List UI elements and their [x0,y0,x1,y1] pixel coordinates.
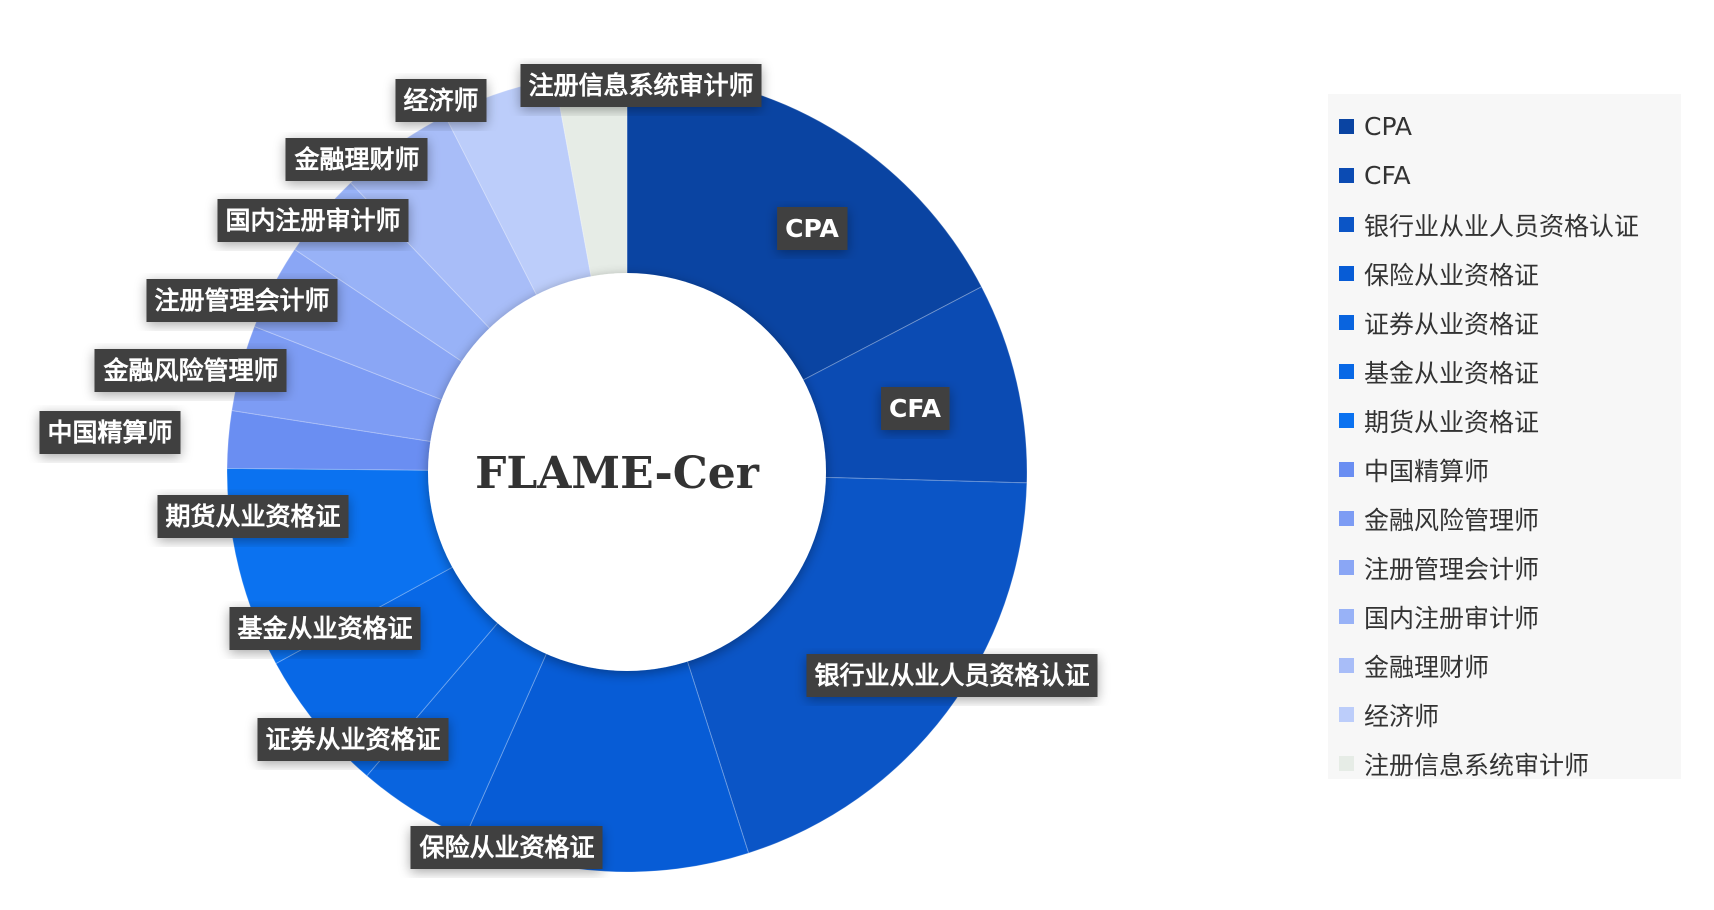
legend-item[interactable]: 中国精算师 [1328,445,1681,494]
legend-label: CFA [1364,161,1411,190]
slice-label-box [806,654,1098,697]
legend-item[interactable]: 保险从业资格证 [1328,249,1681,298]
legend-swatch [1339,756,1354,771]
slice-label-text: 注册信息系统审计师 [528,71,753,100]
legend-item[interactable]: 经济师 [1328,690,1681,739]
slice-label: 注册管理会计师 [146,279,338,322]
slice-label-box [39,411,181,454]
slice-label: 经济师 [395,79,487,122]
center-label: FLAME-Cer [475,448,760,499]
slice-label-text: 注册管理会计师 [154,286,329,315]
slice-label: 注册信息系统审计师 [520,64,762,107]
slice-label-text: 国内注册审计师 [225,206,400,235]
slice-label: 保险从业资格证 [410,826,603,869]
legend-label: CPA [1364,112,1413,141]
slice-label: 证券从业资格证 [257,718,449,761]
legend-swatch [1339,315,1354,330]
slice-label-box [94,349,287,392]
legend-swatch [1339,119,1354,134]
legend-item[interactable]: 注册信息系统审计师 [1328,739,1681,788]
slice-label-box [285,138,428,181]
legend-swatch [1339,217,1354,232]
legend-item[interactable]: 注册管理会计师 [1328,543,1681,592]
slice-label-text: 银行业从业人员资格认证 [814,661,1089,690]
legend-item[interactable]: 国内注册审计师 [1328,592,1681,641]
legend-item[interactable]: 证券从业资格证 [1328,298,1681,347]
slice-label: 金融理财师 [285,138,428,181]
slice-label-box [257,718,449,761]
legend-swatch [1339,266,1354,281]
slice-label-box [410,826,603,869]
legend-swatch [1339,462,1354,477]
legend-swatch [1339,609,1354,624]
legend-item[interactable]: CPA [1328,102,1681,151]
slice-label-text: 中国精算师 [47,418,172,447]
slice-label-box [157,495,349,538]
legend-item[interactable]: 金融风险管理师 [1328,494,1681,543]
slice-label-text: 金融风险管理师 [102,356,278,385]
legend-label: 证券从业资格证 [1364,309,1540,339]
slice-label: CPA [777,207,848,250]
legend-label: 国内注册审计师 [1364,603,1540,633]
legend-label: 银行业从业人员资格认证 [1364,211,1640,241]
slice-label-box [146,279,338,322]
slice-label: 基金从业资格证 [229,607,421,650]
legend-item[interactable]: 基金从业资格证 [1328,347,1681,396]
legend-swatch [1339,168,1354,183]
slice-label: 中国精算师 [39,411,181,454]
slice-label: 金融风险管理师 [94,349,287,392]
legend-item[interactable]: 银行业从业人员资格认证 [1328,200,1681,249]
slice-label: CFA [881,387,950,430]
legend-item[interactable]: 金融理财师 [1328,641,1681,690]
slice-label: 银行业从业人员资格认证 [806,654,1098,697]
slice-label-box [777,207,848,250]
slice-label-text: 保险从业资格证 [418,833,594,862]
legend-label: 金融风险管理师 [1364,505,1540,535]
legend-label: 中国精算师 [1364,456,1490,486]
slice-label-box [229,607,421,650]
legend-label: 期货从业资格证 [1364,407,1540,437]
legend-label: 注册信息系统审计师 [1364,750,1590,780]
slice-label-box [217,199,409,242]
legend: CPA CFA 银行业从业人员资格认证 保险从业资格证 证券从业资格证 基金从业资格证 期货… [1328,94,1681,780]
legend-swatch [1339,364,1354,379]
slice-label-text: 金融理财师 [293,145,419,174]
legend-label: 金融理财师 [1364,652,1490,682]
legend-swatch [1339,511,1354,526]
slice-label: 期货从业资格证 [157,495,349,538]
legend-swatch [1339,560,1354,575]
slice-label-text: 证券从业资格证 [265,725,440,754]
slice-label: 国内注册审计师 [217,199,409,242]
slice-label-text: 基金从业资格证 [237,614,412,643]
legend-swatch [1339,413,1354,428]
slice-label-text: 期货从业资格证 [165,502,340,531]
legend-swatch [1339,707,1354,722]
slice-label-text: CFA [889,394,942,423]
legend-label: 注册管理会计师 [1364,554,1540,584]
legend-item[interactable]: 期货从业资格证 [1328,396,1681,445]
legend-item[interactable]: CFA [1328,151,1681,200]
legend-label: 保险从业资格证 [1364,260,1540,290]
legend-swatch [1339,658,1354,673]
slice-label-text: 经济师 [403,86,478,115]
donut-hole [428,273,826,671]
legend-label: 基金从业资格证 [1364,358,1540,388]
slice-label-box [881,387,950,430]
slice-label-text: CPA [785,214,839,243]
slice-label-box [395,79,487,122]
legend-label: 经济师 [1364,701,1440,731]
slice-label-box [520,64,762,107]
